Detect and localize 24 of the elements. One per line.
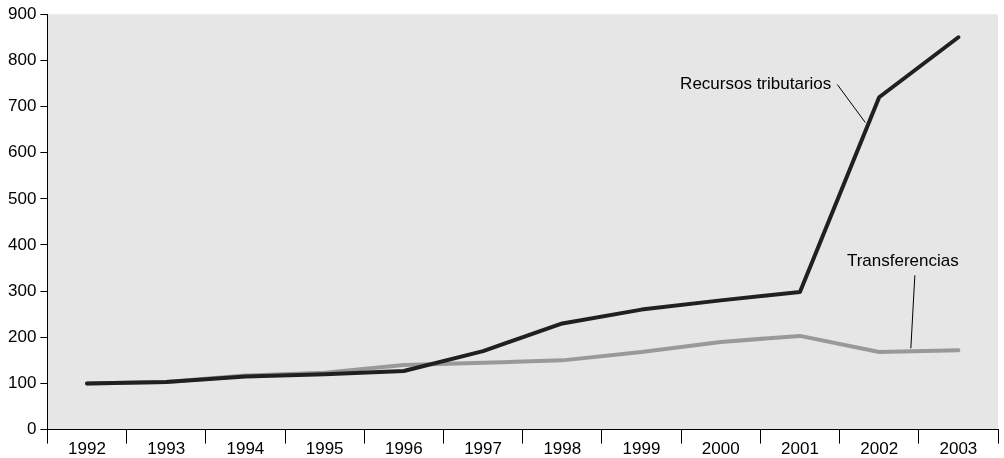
y-tick-label: 400 xyxy=(7,234,37,254)
y-tick-label: 100 xyxy=(7,373,37,393)
x-tick-label: 1993 xyxy=(147,439,186,458)
x-tick-label: 2000 xyxy=(701,439,740,458)
x-tick-label: 1994 xyxy=(226,439,265,458)
text: Recursos tributarios xyxy=(680,74,832,94)
x-tick-label: 1997 xyxy=(464,439,502,458)
x-tick-label: 1996 xyxy=(384,439,423,458)
x-tick-label: 1998 xyxy=(543,439,582,458)
y-tick-label: 800 xyxy=(7,50,37,70)
x-tick-label: 2001 xyxy=(781,439,819,458)
text: Transferencias xyxy=(846,251,959,271)
x-tick-label: 2002 xyxy=(860,439,899,458)
x-tick-label: 1992 xyxy=(68,439,106,458)
y-tick-label: 0 xyxy=(26,419,37,439)
y-tick-label: 500 xyxy=(7,188,37,208)
y-tick-label: 600 xyxy=(7,142,37,162)
y-tick-label: 700 xyxy=(7,96,37,116)
x-tick-label: 1995 xyxy=(305,439,344,458)
x-tick-label: 1999 xyxy=(622,439,661,458)
y-tick-label: 900 xyxy=(7,3,37,23)
y-tick-label: 300 xyxy=(7,280,37,300)
x-tick-label: 2003 xyxy=(939,439,978,458)
y-tick-label: 200 xyxy=(7,326,37,346)
